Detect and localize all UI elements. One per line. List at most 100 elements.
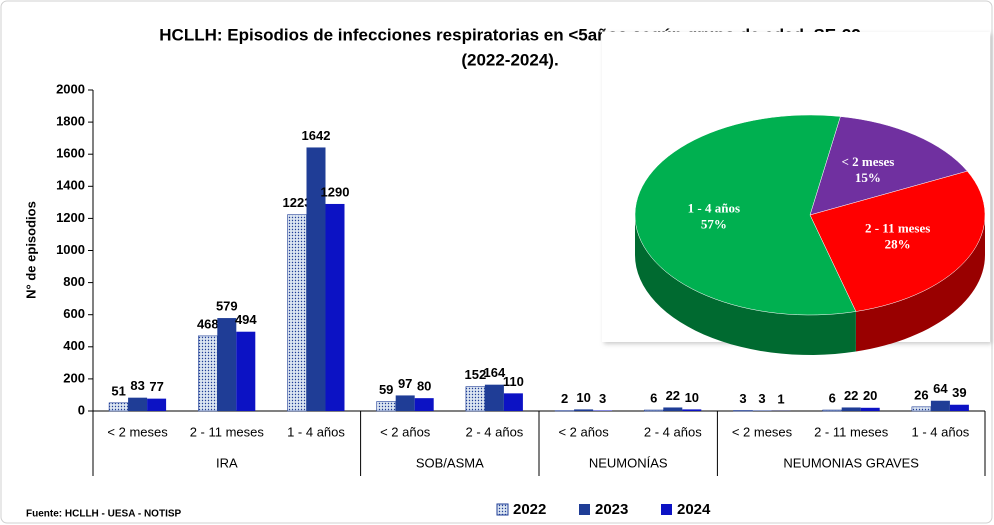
x-tick-label: 1 - 4 años <box>287 424 345 439</box>
bar <box>841 407 861 411</box>
data-label: 579 <box>216 299 238 314</box>
data-label: 2 <box>561 391 568 406</box>
x-tick-label: 2 - 4 años <box>644 424 702 439</box>
y-axis-label: N° de episodios <box>23 201 38 299</box>
data-label: 10 <box>685 390 699 405</box>
group-label: IRA <box>216 455 238 470</box>
y-tick-label: 1000 <box>56 242 85 257</box>
data-label: 51 <box>111 383 125 398</box>
bar <box>860 407 880 411</box>
data-label: 494 <box>235 312 257 327</box>
data-label: 22 <box>844 388 858 403</box>
data-label: 39 <box>952 385 966 400</box>
x-tick-label: 2 - 11 meses <box>190 424 265 439</box>
y-tick-label: 200 <box>63 370 85 385</box>
group-label: NEUMONIAS GRAVES <box>783 455 919 470</box>
pie-label: < 2 meses <box>841 154 894 169</box>
pie-value-label: 57% <box>701 216 727 231</box>
bar <box>376 401 397 412</box>
data-label: 10 <box>576 390 590 405</box>
pie-value-label: 28% <box>885 237 911 252</box>
bar <box>108 402 129 412</box>
data-label: 77 <box>149 379 163 394</box>
data-label: 97 <box>398 376 412 391</box>
pie-slice <box>809 116 968 216</box>
group-label: SOB/ASMA <box>416 455 484 470</box>
bar <box>682 409 702 411</box>
pie-slice <box>809 170 986 312</box>
pie-label: 2 - 11 meses <box>865 221 930 236</box>
data-label: 3 <box>599 391 606 406</box>
bar <box>217 318 237 411</box>
bar <box>198 335 218 412</box>
pie-side <box>855 215 985 352</box>
legend-swatch <box>661 504 672 515</box>
bar <box>503 393 523 411</box>
bar <box>287 214 307 412</box>
x-tick-label: < 2 meses <box>732 424 793 439</box>
legend-label: 2022 <box>513 501 546 518</box>
data-label: 83 <box>130 378 144 393</box>
bar <box>822 409 843 412</box>
pie-slice <box>634 114 857 316</box>
x-tick-label: 1 - 4 años <box>911 424 969 439</box>
data-label: 64 <box>933 381 948 396</box>
y-tick-label: 1800 <box>56 114 85 129</box>
bar <box>147 398 167 411</box>
bar <box>911 406 932 412</box>
data-label: 59 <box>379 382 393 397</box>
bar <box>236 331 256 411</box>
x-tick-label: < 2 años <box>380 424 431 439</box>
pie-value-label: 15% <box>855 170 881 185</box>
bar <box>930 400 950 411</box>
y-tick-label: 800 <box>63 274 85 289</box>
bar <box>414 398 434 411</box>
pie-side <box>635 215 856 355</box>
data-label: 110 <box>503 374 524 389</box>
bar <box>306 147 326 412</box>
data-label: 1 <box>777 391 784 406</box>
bar <box>484 384 504 411</box>
y-tick-label: 1400 <box>56 178 85 193</box>
data-label: 22 <box>666 388 680 403</box>
legend-label: 2024 <box>677 501 711 518</box>
x-tick-label: < 2 meses <box>107 424 168 439</box>
data-label: 1290 <box>321 184 350 199</box>
y-tick-label: 1200 <box>56 210 85 225</box>
data-label: 1642 <box>302 128 331 143</box>
y-tick-label: 2000 <box>56 81 85 96</box>
data-label: 3 <box>739 391 746 406</box>
bar <box>643 409 664 412</box>
bar <box>663 407 683 411</box>
x-tick-label: < 2 años <box>558 424 609 439</box>
bar <box>574 409 594 411</box>
group-label: NEUMONÍAS <box>589 455 668 470</box>
bar <box>949 404 969 411</box>
x-tick-label: 2 - 11 meses <box>814 424 889 439</box>
data-label: 152 <box>465 367 487 382</box>
data-label: 6 <box>829 390 836 405</box>
y-tick-label: 0 <box>78 402 85 417</box>
data-label: 1223 <box>283 195 312 210</box>
bar <box>325 203 345 411</box>
data-label: 3 <box>758 391 765 406</box>
data-label: 20 <box>863 388 877 403</box>
bar <box>395 395 415 411</box>
data-label: 80 <box>417 379 431 394</box>
legend-swatch <box>496 503 509 516</box>
y-tick-label: 600 <box>63 306 85 321</box>
bar <box>465 386 486 412</box>
legend-label: 2023 <box>595 501 628 518</box>
pie-label: 1 - 4 años <box>688 200 740 215</box>
bar <box>128 397 148 411</box>
data-label: 468 <box>197 316 219 331</box>
y-tick-label: 1600 <box>56 146 85 161</box>
y-tick-label: 400 <box>63 338 85 353</box>
data-label: 26 <box>914 387 928 402</box>
data-label: 6 <box>650 390 657 405</box>
x-tick-label: 2 - 4 años <box>465 424 523 439</box>
data-label: 164 <box>484 365 506 380</box>
legend-swatch <box>579 504 590 515</box>
chart-title: (2022-2024). <box>461 50 558 69</box>
